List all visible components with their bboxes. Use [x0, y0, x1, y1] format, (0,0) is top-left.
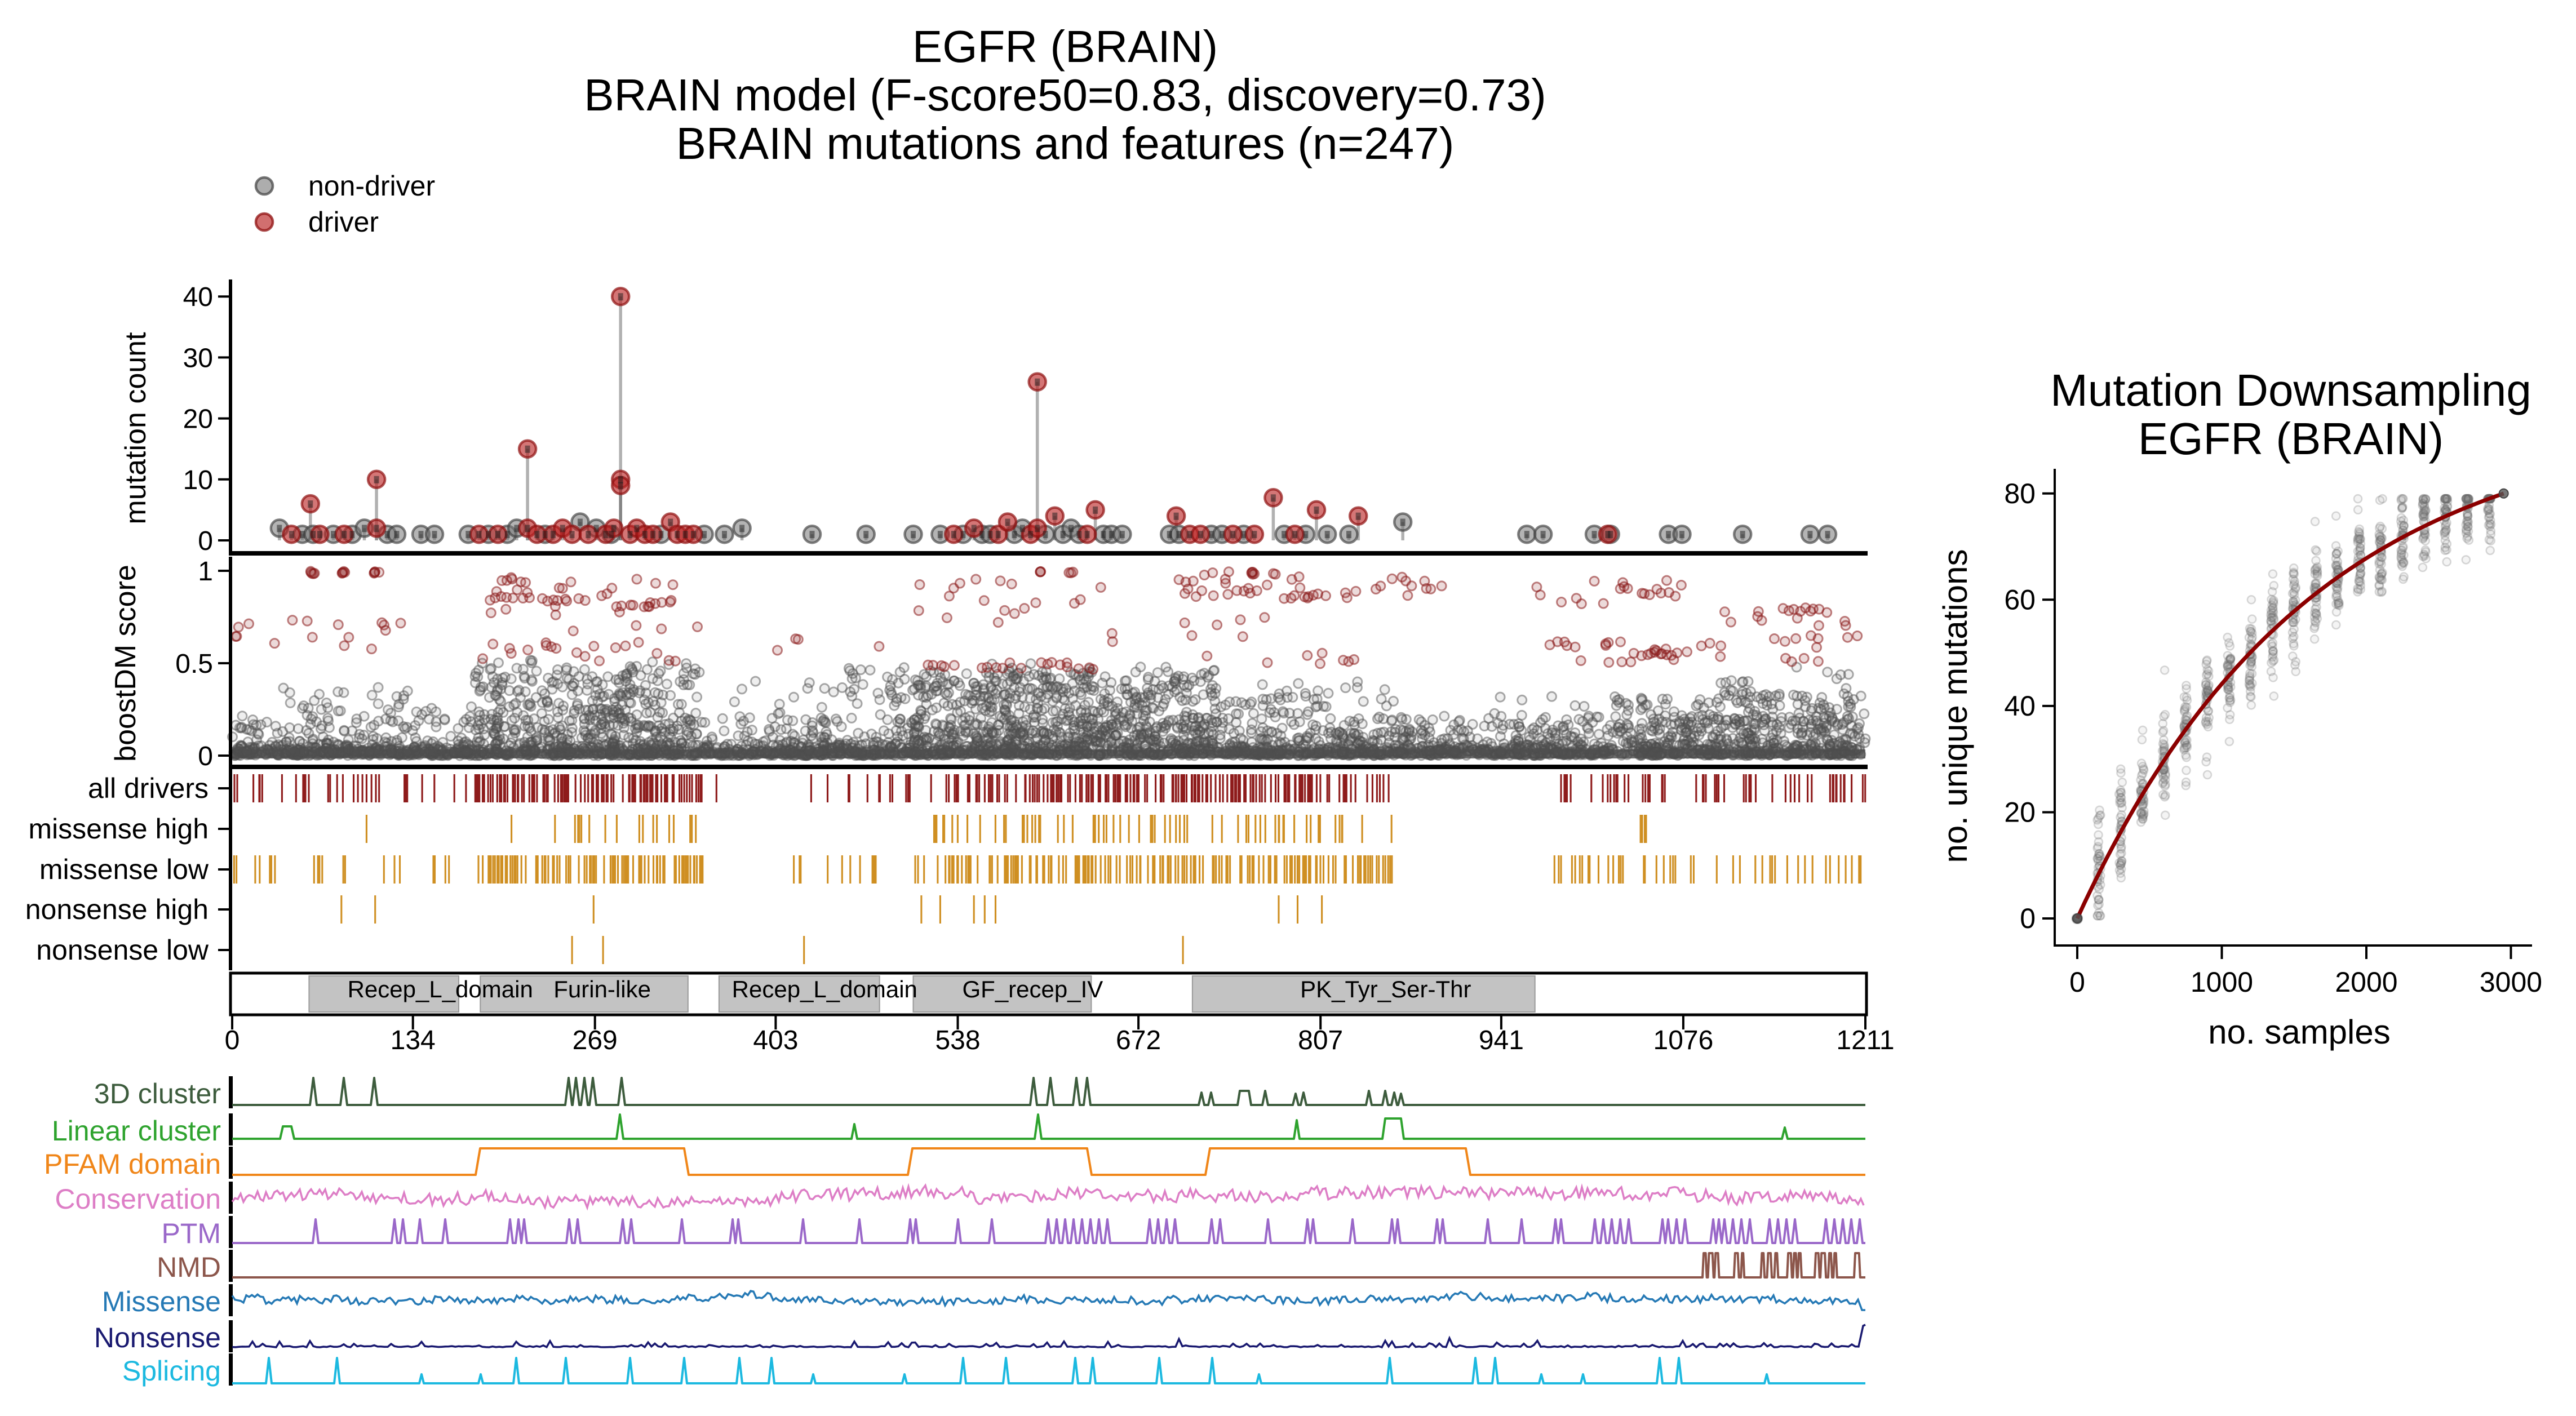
svg-text:0: 0: [198, 742, 213, 771]
svg-text:BRAIN model (F-score50=0.83, d: BRAIN model (F-score50=0.83, discovery=0…: [584, 70, 1546, 120]
svg-text:mutation count: mutation count: [119, 332, 152, 525]
svg-text:20: 20: [183, 405, 213, 434]
svg-text:134: 134: [391, 1026, 436, 1055]
svg-text:GF_recep_IV: GF_recep_IV: [963, 976, 1103, 1002]
svg-text:EGFR (BRAIN): EGFR (BRAIN): [912, 21, 1218, 72]
svg-text:807: 807: [1298, 1026, 1343, 1055]
svg-text:403: 403: [753, 1026, 798, 1055]
svg-text:538: 538: [935, 1026, 980, 1055]
svg-text:20: 20: [2004, 797, 2036, 828]
svg-text:nonsense high: nonsense high: [25, 894, 209, 925]
svg-text:40: 40: [2004, 690, 2036, 722]
svg-text:0.5: 0.5: [175, 649, 213, 679]
svg-text:Conservation: Conservation: [55, 1183, 221, 1215]
svg-text:Recep_L_domain: Recep_L_domain: [732, 976, 917, 1002]
svg-text:2000: 2000: [2335, 966, 2397, 998]
svg-text:Splicing: Splicing: [122, 1355, 221, 1387]
svg-text:EGFR (BRAIN): EGFR (BRAIN): [2138, 414, 2444, 464]
svg-text:1076: 1076: [1653, 1026, 1714, 1055]
svg-text:0: 0: [225, 1026, 240, 1055]
svg-text:nonsense low: nonsense low: [36, 934, 209, 966]
svg-text:BRAIN mutations and features (: BRAIN mutations and features (n=247): [676, 118, 1455, 168]
svg-text:PK_Tyr_Ser-Thr: PK_Tyr_Ser-Thr: [1300, 976, 1471, 1002]
svg-text:3000: 3000: [2480, 966, 2542, 998]
svg-text:PFAM domain: PFAM domain: [44, 1148, 221, 1180]
svg-text:941: 941: [1479, 1026, 1524, 1055]
svg-text:1: 1: [198, 557, 213, 587]
svg-text:driver: driver: [308, 206, 379, 238]
svg-text:missense low: missense low: [39, 854, 209, 885]
svg-text:Mutation Downsampling: Mutation Downsampling: [2050, 365, 2531, 415]
svg-text:no. unique mutations: no. unique mutations: [1936, 549, 1974, 863]
svg-text:0: 0: [2069, 966, 2085, 998]
svg-text:Linear cluster: Linear cluster: [52, 1115, 221, 1147]
svg-text:1211: 1211: [1836, 1026, 1894, 1055]
svg-text:Nonsense: Nonsense: [94, 1322, 221, 1353]
svg-text:Recep_L_domain: Recep_L_domain: [348, 976, 533, 1002]
svg-text:0: 0: [2020, 903, 2036, 934]
svg-text:Furin-like: Furin-like: [553, 976, 651, 1002]
svg-text:all drivers: all drivers: [88, 773, 209, 804]
svg-text:boostDM score: boostDM score: [109, 565, 142, 762]
svg-text:672: 672: [1116, 1026, 1161, 1055]
svg-text:40: 40: [183, 282, 213, 312]
svg-text:NMD: NMD: [157, 1251, 221, 1283]
svg-text:269: 269: [573, 1026, 618, 1055]
svg-text:3D cluster: 3D cluster: [94, 1078, 221, 1109]
svg-text:10: 10: [183, 465, 213, 495]
svg-text:missense high: missense high: [28, 813, 209, 845]
svg-text:non-driver: non-driver: [308, 170, 435, 202]
svg-text:no. samples: no. samples: [2208, 1013, 2391, 1051]
svg-text:80: 80: [2004, 478, 2036, 509]
svg-text:1000: 1000: [2191, 966, 2253, 998]
svg-text:0: 0: [198, 526, 213, 556]
svg-text:PTM: PTM: [161, 1218, 221, 1249]
svg-text:60: 60: [2004, 584, 2036, 615]
svg-text:Missense: Missense: [102, 1286, 221, 1317]
svg-text:30: 30: [183, 343, 213, 373]
